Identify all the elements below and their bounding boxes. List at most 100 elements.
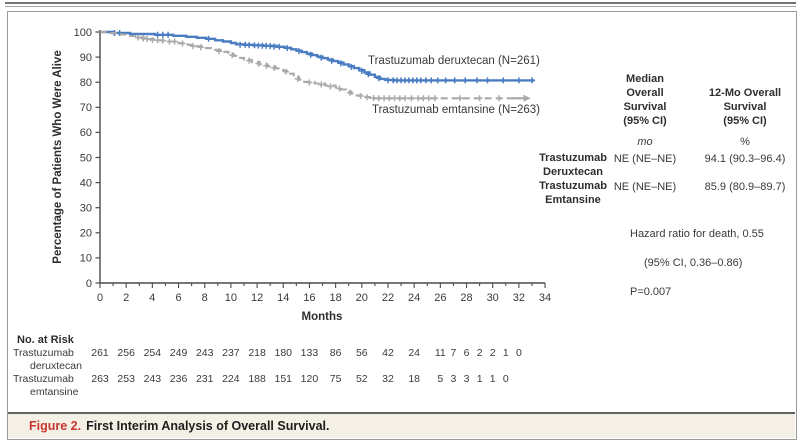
at-risk-value: 151 [274,373,293,385]
plot-frame [7,11,797,440]
at-risk-value: 0 [502,373,509,385]
at-risk-value: 1 [476,373,483,385]
x-axis-title: Months [301,311,343,323]
x-tick-label: 0 [97,292,103,304]
survival-curve-emtansine [100,30,522,100]
y-tick-label: 50 [80,152,92,164]
axes [99,30,546,284]
x-tick-label: 8 [202,292,208,304]
p-value-line: P=0.007 [630,285,672,298]
median-os-deruxtecan: NE (NE–NE) [613,153,677,165]
top-rule-thick [5,2,796,4]
x-tick-label: 34 [539,292,551,304]
y-tick-label: 40 [80,177,92,189]
at-risk-value: 2 [476,347,483,359]
12mo-os-emtansine: 85.9 (80.9–89.7) [704,181,786,193]
x-tick-label: 32 [513,292,525,304]
at-risk-value: 224 [222,373,240,385]
x-tick-label: 18 [329,292,341,304]
at-risk-value: 120 [300,373,319,385]
at-risk-value: 0 [515,347,522,359]
at-risk-value: 243 [195,347,214,359]
at-risk-value: 237 [222,347,240,359]
at-risk-value: 2 [489,347,496,359]
x-tick-label: 10 [225,292,237,304]
summary-row-label-deruxtecan: Trastuzumab Deruxtecan [539,152,607,178]
hazard-ratio-annotation: Hazard ratio for death, 0.55 (95% CI, 0.… [630,212,804,314]
at-risk-value: 6 [463,347,470,359]
figure-number-label: Figure 2. [29,419,82,433]
x-tick-label: 12 [251,292,263,304]
y-tick-label: 80 [80,77,92,89]
at-risk-value: 263 [91,373,109,385]
at-risk-value: 180 [274,347,293,359]
at-risk-value: 3 [450,373,457,385]
unit-percent: % [740,136,750,148]
column-header-12mo-os: 12-Mo Overall Survival (95% CI) [708,87,782,127]
x-tick-label: 14 [277,292,289,304]
at-risk-title: No. at Risk [17,334,74,346]
at-risk-value: 5 [437,373,444,385]
at-risk-value: 1 [489,373,496,385]
x-tick-label: 2 [123,292,129,304]
x-tick-label: 20 [356,292,368,304]
12mo-os-deruxtecan: 94.1 (90.3–96.4) [704,153,786,165]
at-risk-value: 75 [329,373,342,385]
at-risk-value: 7 [450,347,457,359]
at-risk-value: 24 [408,347,420,359]
at-risk-value: 1 [502,347,509,359]
at-risk-value: 3 [463,373,470,385]
at-risk-value: 249 [169,347,188,359]
at-risk-row1-label-top: Trastuzumab [13,347,74,359]
at-risk-value: 254 [143,347,162,359]
at-risk-value: 52 [355,373,368,385]
unit-months: mo [637,136,653,148]
at-risk-row2-label-bottom: emtansine [30,386,79,398]
series-label-emtansine: Trastuzumab emtansine (N=263) [372,104,540,116]
series-label-deruxtecan: Trastuzumab deruxtecan (N=261) [368,55,540,67]
median-os-emtansine: NE (NE–NE) [613,181,677,193]
x-tick-label: 24 [408,292,420,304]
at-risk-value: 256 [117,347,135,359]
x-tick-label: 6 [175,292,181,304]
y-tick-label: 60 [80,127,92,139]
y-tick-label: 90 [80,52,92,64]
hazard-ci-line: (95% CI, 0.36–0.86) [644,256,743,269]
at-risk-value: 261 [91,347,109,359]
y-tick-label: 0 [86,278,92,290]
column-header-median-os: Median Overall Survival (95% CI) [623,73,667,127]
at-risk-value: 188 [248,373,266,385]
censor-marks-emtansine [135,34,503,102]
y-tick-label: 10 [80,253,92,265]
at-risk-value: 243 [143,373,162,385]
hazard-ratio-line: Hazard ratio for death, 0.55 [630,227,764,240]
x-tick-label: 22 [382,292,394,304]
y-tick-label: 70 [80,102,92,114]
x-tick-label: 30 [487,292,499,304]
top-rule-thin [5,6,796,7]
at-risk-row1-label-bottom: deruxtecan [30,360,82,372]
y-axis-title: Percentage of Patients Who Were Alive [52,50,64,264]
y-tick-label: 30 [80,203,92,215]
curve-end-arrow-icon [523,94,531,102]
at-risk-value: 32 [382,373,394,385]
y-tick-label: 20 [80,228,92,240]
figure-caption-bar: Figure 2. First Interim Analysis of Overa… [8,412,795,438]
at-risk-value: 56 [355,347,368,359]
figure-caption-text: First Interim Analysis of Overall Surviv… [86,419,330,433]
at-risk-value: 236 [169,373,188,385]
at-risk-value: 133 [300,347,319,359]
at-risk-value: 231 [195,373,214,385]
x-tick-label: 28 [460,292,472,304]
x-tick-label: 16 [303,292,315,304]
at-risk-value: 42 [382,347,394,359]
at-risk-value: 253 [117,373,135,385]
x-tick-label: 4 [149,292,155,304]
at-risk-value: 218 [248,347,266,359]
summary-row-label-emtansine: Trastuzumab Emtansine [539,180,607,206]
at-risk-value: 86 [329,347,342,359]
y-tick-label: 100 [74,27,92,39]
x-tick-label: 26 [434,292,446,304]
